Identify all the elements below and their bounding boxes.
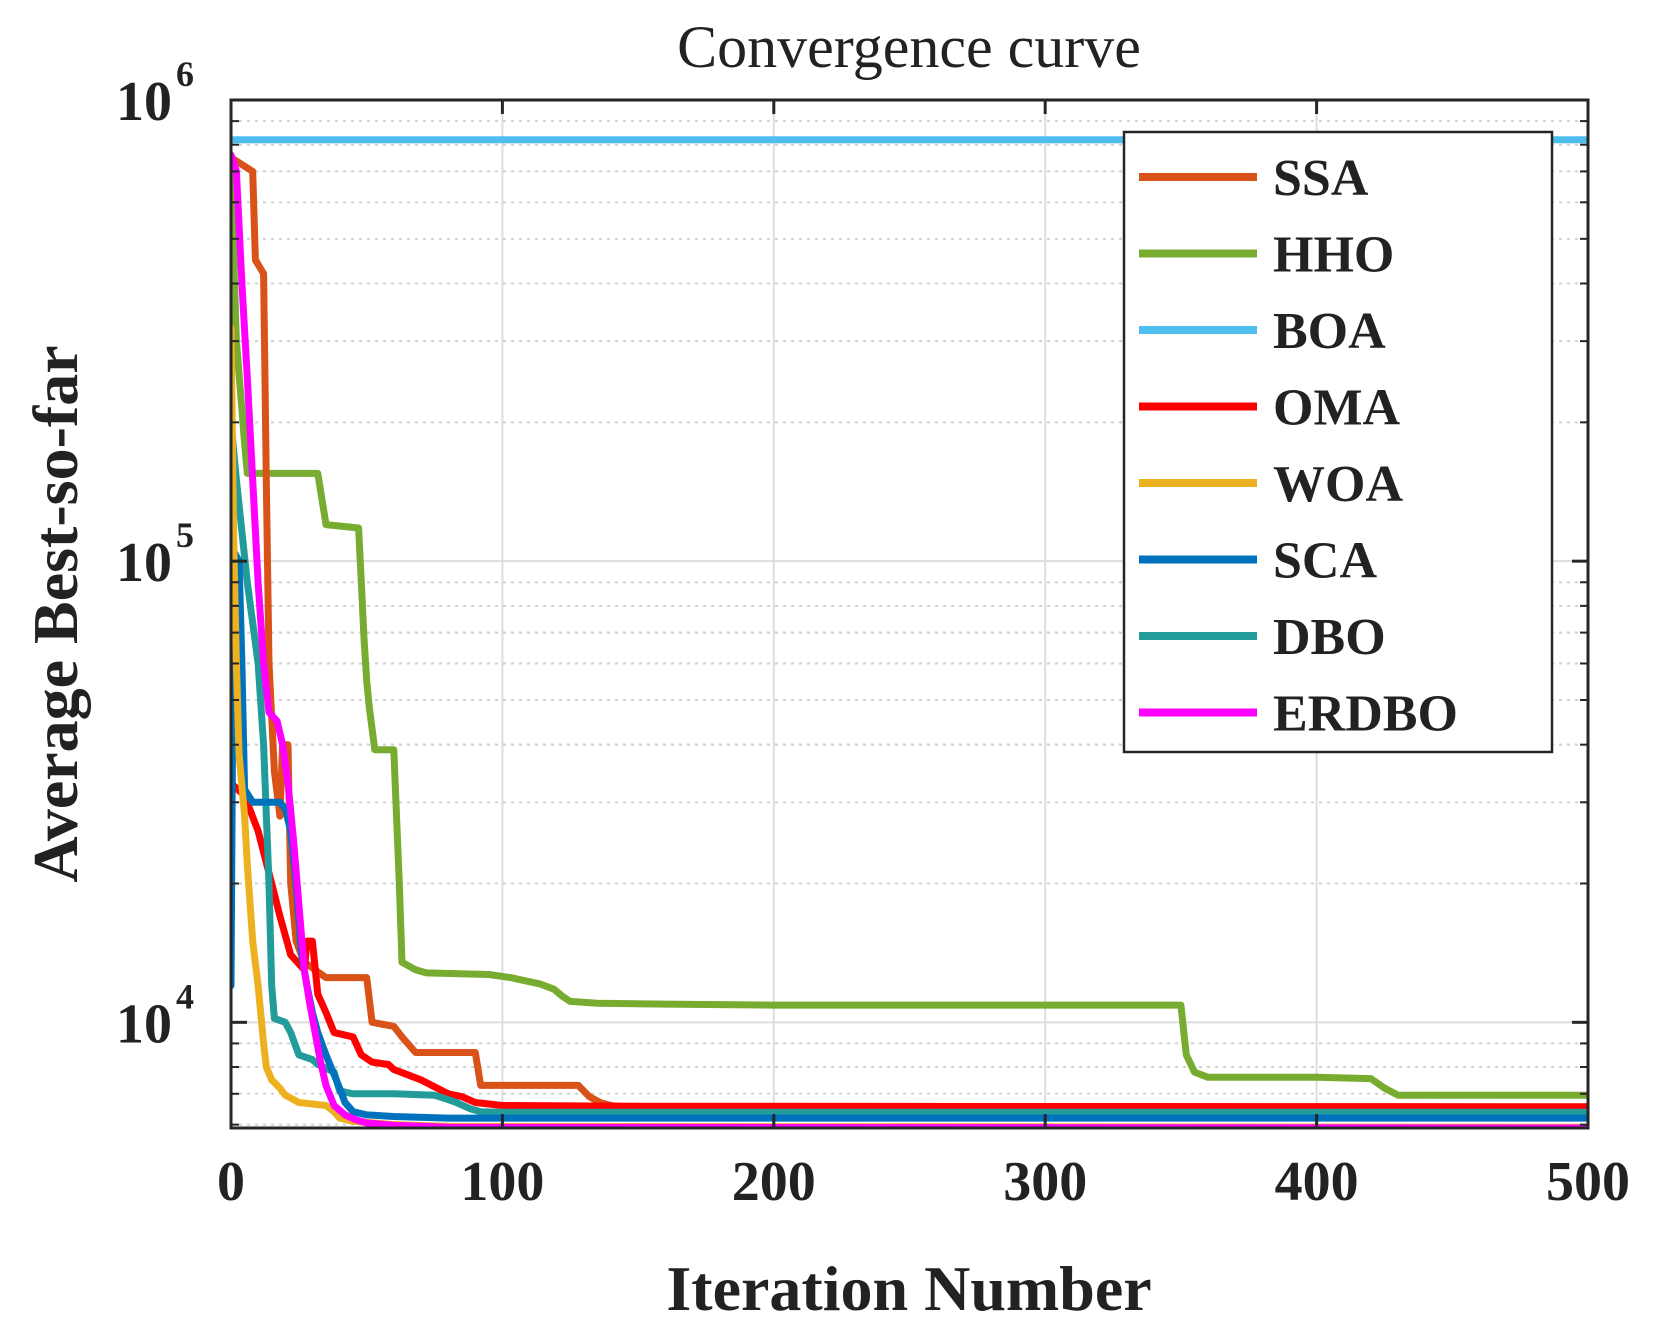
series-line-erdbo xyxy=(231,151,1588,1128)
legend-label-boa: BOA xyxy=(1273,303,1386,360)
x-tick-label: 0 xyxy=(217,1151,245,1213)
x-tick-label: 200 xyxy=(732,1151,816,1213)
chart-title: Convergence curve xyxy=(677,14,1141,80)
plot-frame xyxy=(229,98,1590,1130)
y-tick-label: 10 xyxy=(116,532,172,594)
series-line-ssa xyxy=(231,154,642,1113)
legend-label-oma: OMA xyxy=(1273,380,1401,437)
series-line-hho xyxy=(231,167,1588,1099)
y-axis-label: Average Best-so-far xyxy=(20,345,91,882)
legend-label-erdbo: ERDBO xyxy=(1273,686,1458,743)
y-tick-exponent: 6 xyxy=(176,54,194,94)
legend-label-sca: SCA xyxy=(1273,533,1377,590)
legend-box xyxy=(1122,130,1554,754)
x-tick-label: 400 xyxy=(1275,1151,1359,1213)
x-tick-label: 100 xyxy=(460,1151,544,1213)
x-tick-label: 300 xyxy=(1003,1151,1087,1213)
y-tick-exponent: 5 xyxy=(176,515,194,555)
x-axis-label: Iteration Number xyxy=(666,1253,1151,1324)
y-tick-label: 10 xyxy=(116,993,172,1055)
y-tick-label: 10 xyxy=(116,71,172,133)
legend-label-dbo: DBO xyxy=(1273,609,1386,666)
legend-items: SSA HHO BOA OMA WOA SCA DBO ERDBO xyxy=(1139,150,1458,743)
legend-label-hho: HHO xyxy=(1273,227,1394,284)
series-line-oma xyxy=(231,779,1588,1111)
y-tick-exponent: 4 xyxy=(176,976,194,1016)
legend-label-woa: WOA xyxy=(1273,456,1403,513)
legend: SSA HHO BOA OMA WOA SCA DBO ERDBO xyxy=(1122,130,1554,754)
legend-label-ssa: SSA xyxy=(1273,150,1369,207)
x-tick-label: 500 xyxy=(1546,1151,1630,1213)
series-line-dbo xyxy=(231,418,1588,1116)
